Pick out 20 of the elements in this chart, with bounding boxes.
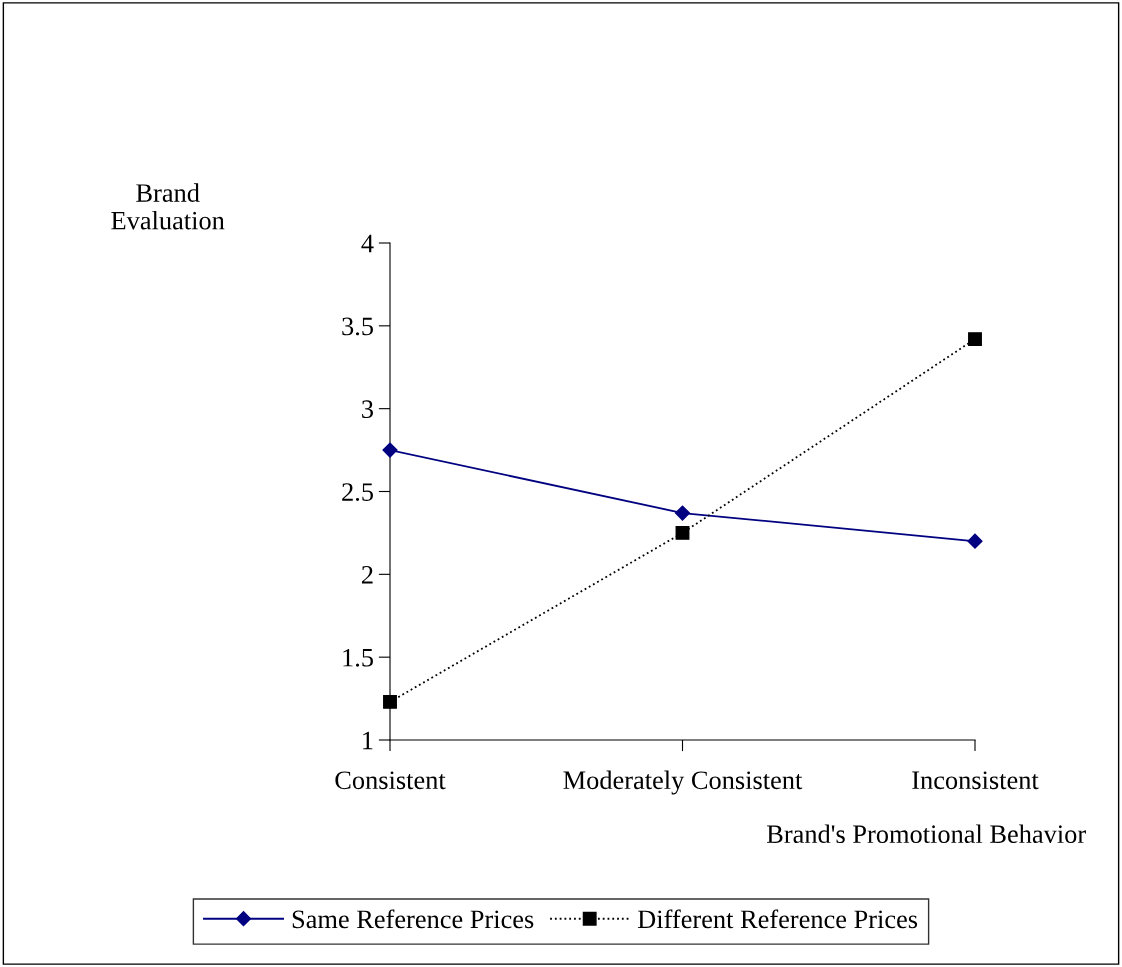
legend-label: Different Reference Prices <box>637 909 918 929</box>
x-tick-label: Inconsistent <box>912 771 1039 790</box>
y-tick-label: 2 <box>361 566 373 584</box>
y-tick-label: 4 <box>361 234 374 253</box>
point <box>383 694 397 709</box>
y-tick-label: 1 <box>363 731 373 750</box>
y-tick-label: 3 <box>362 400 373 419</box>
point <box>967 533 983 549</box>
legend-label: Same Reference Prices <box>292 909 534 929</box>
point <box>675 525 690 540</box>
x-axis-title: Brand's Promotional Behavior <box>766 824 1086 844</box>
point <box>674 505 691 521</box>
y-tick-label: 3.5 <box>342 317 373 336</box>
point <box>382 442 398 458</box>
y-tick-label: 2.5 <box>342 483 373 502</box>
point <box>968 332 982 347</box>
y-tick-label: 1.5 <box>343 648 373 667</box>
y-axis-title: Brand Evaluation <box>111 183 225 230</box>
x-tick-label: Moderately Consistent <box>563 770 803 795</box>
x-tick-label: Consistent <box>335 771 446 790</box>
